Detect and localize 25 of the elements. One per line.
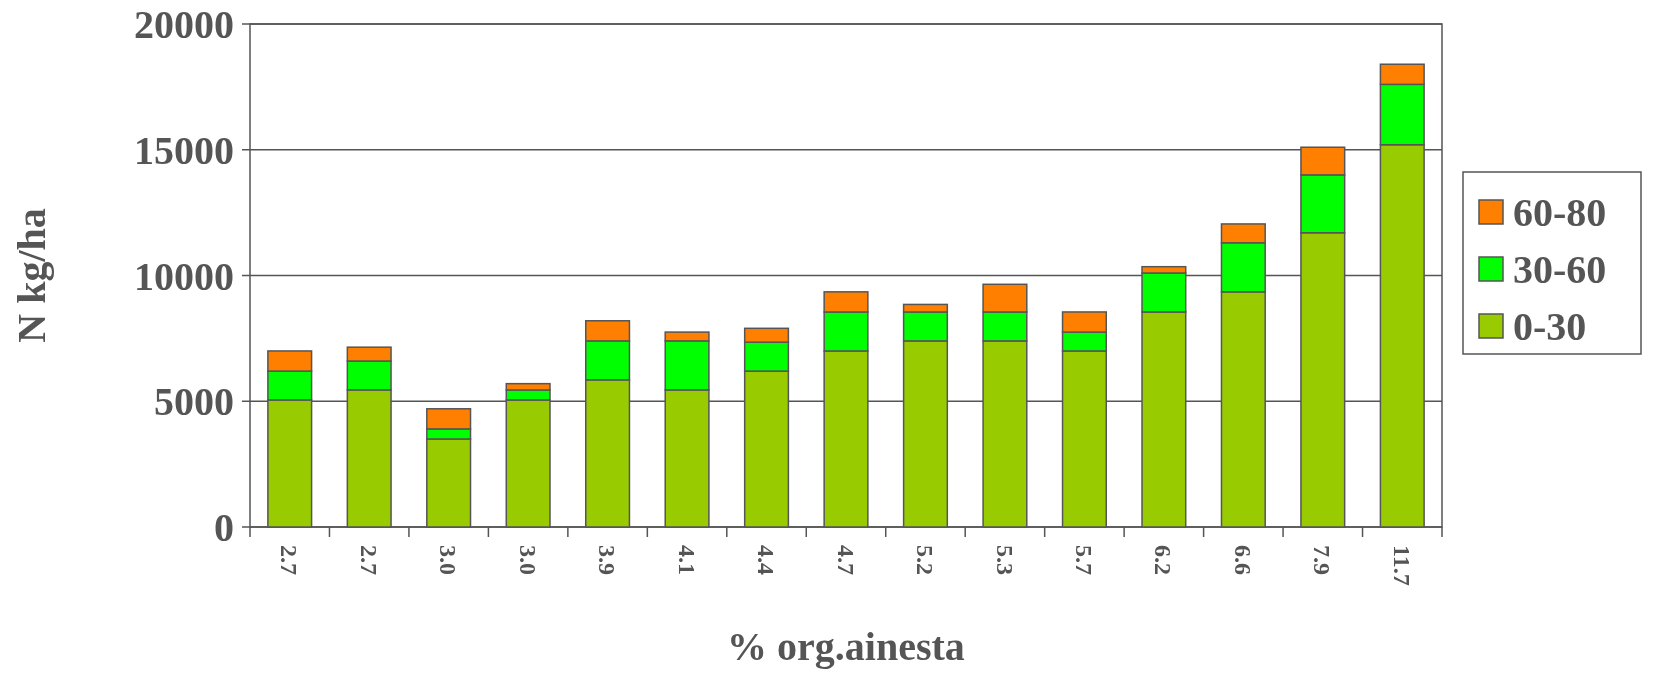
legend-label: 30-60 (1513, 247, 1607, 292)
x-tick-label: 5.7 (1071, 545, 1097, 575)
legend-label: 0-30 (1513, 304, 1587, 349)
x-tick-label: 7.9 (1309, 545, 1336, 575)
x-tick-label: 4.1 (673, 545, 700, 575)
y-tick-label: 5000 (154, 379, 234, 425)
y-tick-label: 20000 (134, 2, 234, 47)
y-tick-label: 10000 (134, 253, 234, 299)
x-tick-label: 4.7 (832, 545, 859, 575)
x-tick-label: 2.7 (355, 545, 382, 575)
x-tick-label: 3.0 (514, 545, 541, 575)
x-tick-label: 5.2 (912, 545, 939, 575)
x-tick-label: 6.2 (1150, 545, 1177, 575)
y-tick-label: 15000 (134, 127, 234, 173)
x-axis-title: % org.ainesta (727, 624, 965, 669)
y-tick-label: 0 (214, 505, 234, 550)
x-tick-label: 2.7 (276, 545, 303, 575)
x-tick-label: 5.3 (991, 545, 1018, 575)
y-axis-title: N kg/ha (9, 208, 54, 343)
x-tick-label: 4.4 (753, 545, 780, 575)
x-tick-label: 3.0 (435, 545, 462, 575)
x-tick-label: 11.7 (1388, 545, 1415, 586)
x-tick-label: 3.9 (594, 545, 621, 575)
x-tick-label: 6.6 (1229, 545, 1256, 575)
legend-label: 60-80 (1513, 190, 1607, 235)
